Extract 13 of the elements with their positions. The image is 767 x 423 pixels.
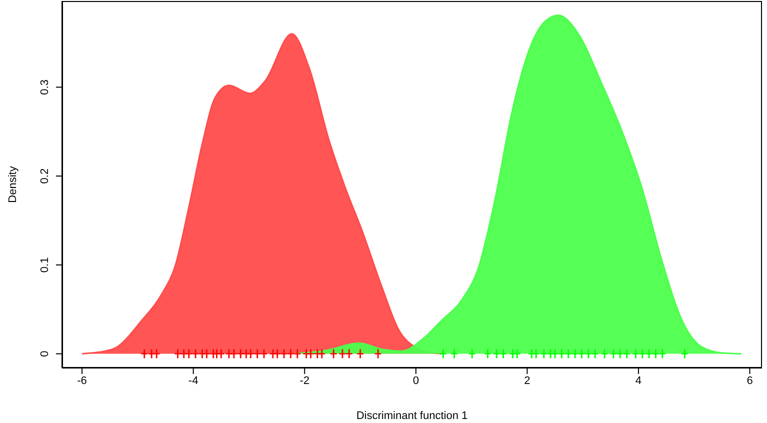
x-axis-title: Discriminant function 1: [356, 410, 468, 422]
x-tick-label: 2: [524, 374, 530, 387]
x-tick-label: 6: [746, 374, 753, 387]
y-tick-label: 0.3: [39, 80, 51, 95]
x-tick-label: -4: [188, 374, 198, 387]
y-tick-label: 0.1: [39, 257, 51, 273]
y-tick-label: 0.2: [39, 168, 51, 184]
x-tick-label: -6: [77, 374, 87, 387]
x-tick-label: 4: [635, 374, 642, 387]
y-tick-label: 0: [39, 350, 51, 357]
x-tick-label: 0: [412, 374, 419, 387]
x-tick-label: -2: [300, 374, 310, 387]
y-axis-title: Density: [6, 166, 19, 203]
